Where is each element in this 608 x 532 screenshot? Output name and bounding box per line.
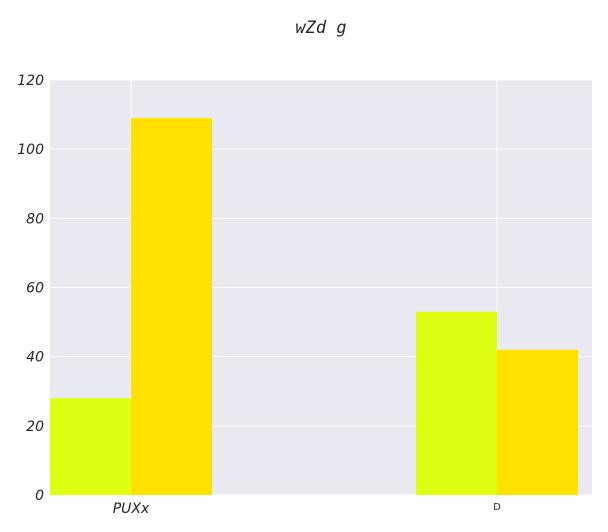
y-tick-label: 120 — [17, 73, 44, 89]
bar-D-series-1 — [416, 311, 497, 495]
y-tick-labels: 0 20 40 60 80 100 120 — [17, 73, 44, 504]
x-tick-label: PUXx — [113, 501, 150, 517]
chart-title: wZd g — [295, 18, 346, 38]
x-tick-labels: PUXx D — [113, 501, 501, 517]
bar-PUXx-series-1 — [50, 398, 131, 495]
x-tick-label: D — [493, 502, 501, 513]
y-tick-label: 20 — [26, 419, 44, 435]
bar-PUXx-series-2 — [131, 118, 212, 496]
y-tick-label: 40 — [26, 350, 44, 366]
y-tick-label: 0 — [35, 488, 44, 504]
bar-D-series-2 — [497, 349, 578, 495]
y-tick-label: 100 — [17, 142, 44, 158]
bars — [50, 118, 578, 496]
y-tick-label: 60 — [26, 281, 44, 297]
y-tick-label: 80 — [26, 211, 44, 227]
